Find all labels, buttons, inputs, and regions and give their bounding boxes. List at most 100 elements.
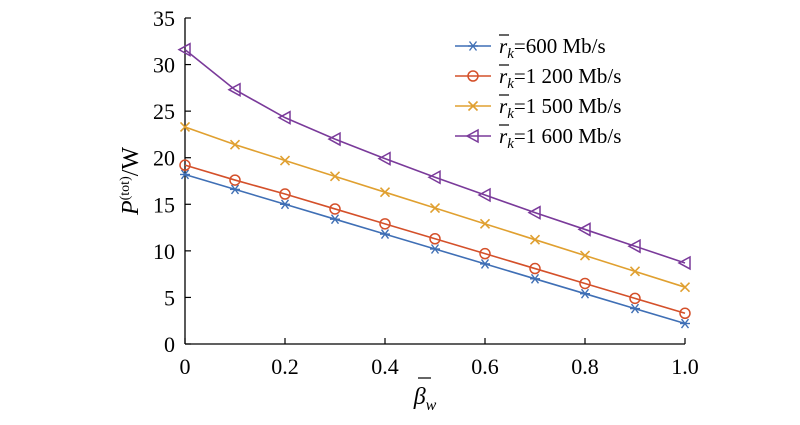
data-point bbox=[179, 121, 191, 133]
legend-item: rk=1 200 Mb/s bbox=[455, 64, 621, 92]
marker-stroke bbox=[467, 100, 479, 112]
series-line bbox=[184, 164, 686, 315]
series-line bbox=[184, 49, 686, 264]
data-point bbox=[529, 262, 541, 275]
data-point bbox=[629, 292, 641, 305]
legend-label: rk=1 500 Mb/s bbox=[499, 94, 621, 122]
y-tick-label: 0 bbox=[164, 332, 175, 357]
data-point bbox=[179, 159, 191, 171]
axes: 0 5 10 15 20 25 30 35 0 0.2 0.4 0.6 0.8 1.0 bbox=[153, 6, 699, 379]
data-point bbox=[329, 203, 341, 215]
data-point bbox=[380, 229, 390, 240]
data-point bbox=[530, 273, 540, 284]
x-tick-label: 0 bbox=[180, 354, 191, 379]
data-point bbox=[277, 110, 291, 125]
series bbox=[179, 159, 691, 320]
x-tick-label: 0.4 bbox=[371, 354, 399, 379]
y-axis-label: P(tot)/W bbox=[118, 147, 144, 216]
legend-item: rk=1 500 Mb/s bbox=[455, 94, 621, 122]
data-point bbox=[177, 42, 191, 57]
data-point bbox=[280, 199, 290, 210]
legend: rk=600 Mb/srk=1 200 Mb/srk=1 500 Mb/srk=… bbox=[455, 34, 621, 152]
data-point bbox=[629, 266, 641, 277]
marker-stroke bbox=[529, 234, 541, 245]
data-point bbox=[677, 255, 691, 271]
marker-stroke bbox=[429, 202, 441, 214]
data-point bbox=[229, 139, 241, 150]
data-point bbox=[477, 187, 491, 203]
marker-stroke bbox=[680, 318, 690, 329]
marker-stroke bbox=[580, 288, 590, 299]
marker-stroke bbox=[229, 139, 241, 150]
y-tick-label: 20 bbox=[153, 146, 175, 171]
x-tick-label: 0.6 bbox=[471, 354, 499, 379]
data-point bbox=[429, 202, 441, 214]
marker-stroke bbox=[179, 121, 191, 133]
data-point bbox=[330, 214, 340, 225]
data-point bbox=[229, 174, 241, 186]
data-point bbox=[479, 247, 491, 260]
series bbox=[180, 169, 690, 329]
marker-stroke bbox=[329, 171, 341, 182]
marker-stroke bbox=[579, 250, 591, 261]
x-tick-label: 0.2 bbox=[271, 354, 299, 379]
series bbox=[177, 42, 691, 271]
marker-stroke bbox=[230, 184, 240, 195]
data-point bbox=[679, 307, 691, 320]
data-point bbox=[527, 205, 541, 220]
data-point bbox=[329, 171, 341, 182]
data-point bbox=[379, 187, 391, 198]
data-point bbox=[529, 234, 541, 245]
marker-stroke bbox=[430, 244, 440, 254]
marker-stroke bbox=[630, 303, 640, 314]
x-tick-label: 0.8 bbox=[571, 354, 599, 379]
marker-stroke bbox=[180, 169, 190, 180]
data-point bbox=[327, 131, 341, 147]
marker-stroke bbox=[530, 273, 540, 284]
data-point bbox=[279, 188, 291, 200]
data-point bbox=[230, 184, 240, 195]
data-point bbox=[680, 318, 690, 329]
data-point bbox=[577, 222, 591, 237]
data-point bbox=[580, 288, 590, 299]
data-point bbox=[430, 244, 440, 254]
legend-label: rk=1 200 Mb/s bbox=[499, 64, 621, 92]
marker-stroke bbox=[679, 282, 691, 293]
data-point bbox=[465, 128, 479, 144]
x-axis-label: βw bbox=[413, 384, 437, 414]
marker-stroke bbox=[480, 258, 490, 269]
marker-stroke bbox=[468, 41, 478, 51]
marker-stroke bbox=[330, 214, 340, 225]
x-tick-label: 1.0 bbox=[671, 354, 699, 379]
data-point bbox=[630, 303, 640, 314]
y-tick-label: 35 bbox=[153, 6, 175, 31]
data-point bbox=[429, 232, 441, 245]
marker-stroke bbox=[380, 229, 390, 240]
legend-item: rk=1 600 Mb/s bbox=[455, 124, 621, 152]
data-point bbox=[627, 238, 641, 254]
y-tick-label: 10 bbox=[153, 239, 175, 264]
data-point bbox=[579, 250, 591, 261]
data-point bbox=[377, 151, 391, 166]
y-tick-label: 15 bbox=[153, 192, 175, 217]
legend-item: rk=600 Mb/s bbox=[455, 34, 606, 62]
series-layer bbox=[177, 42, 691, 329]
axis-labels: βw P(tot)/W bbox=[118, 147, 437, 414]
data-point bbox=[679, 282, 691, 293]
data-point bbox=[480, 258, 490, 269]
marker-stroke bbox=[479, 218, 491, 229]
marker-stroke bbox=[379, 187, 391, 198]
data-point bbox=[467, 70, 479, 82]
data-point bbox=[227, 82, 241, 97]
series bbox=[179, 121, 691, 293]
data-point bbox=[467, 100, 479, 112]
y-tick-label: 30 bbox=[153, 53, 175, 78]
y-tick-label: 25 bbox=[153, 99, 175, 124]
data-point bbox=[379, 218, 391, 230]
data-point bbox=[180, 169, 190, 180]
marker-stroke bbox=[280, 199, 290, 210]
data-point bbox=[427, 170, 441, 185]
legend-label: rk=1 600 Mb/s bbox=[499, 124, 621, 152]
data-point bbox=[279, 155, 291, 166]
